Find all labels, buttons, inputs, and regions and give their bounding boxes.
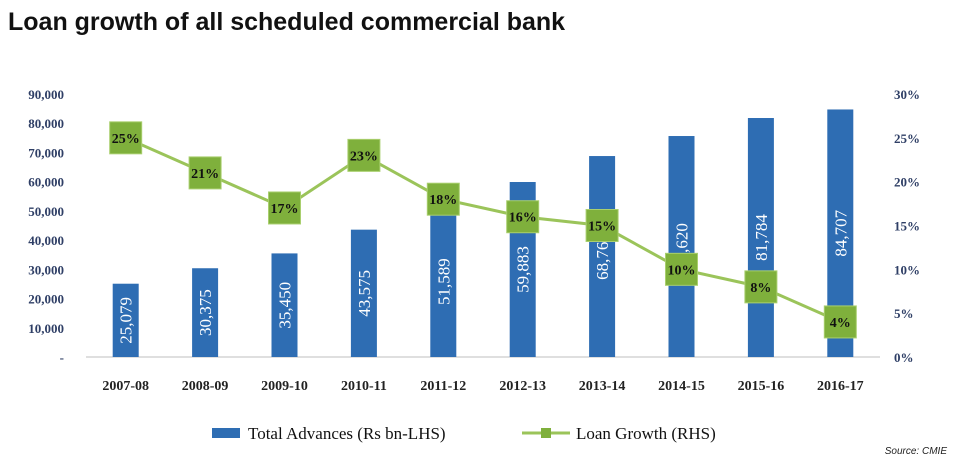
source-note: Source: CMIE <box>884 446 947 457</box>
line-point-marker <box>347 138 381 172</box>
loan-growth-line <box>125 136 841 324</box>
x-tick-label: 2011-12 <box>420 379 466 394</box>
right-tick-label: 0% <box>894 350 914 365</box>
x-tick-label: 2013-14 <box>579 379 626 394</box>
x-tick-label: 2009-10 <box>261 379 308 394</box>
bar-data-label: 59,883 <box>514 246 533 293</box>
bar-data-label: 30,375 <box>196 289 215 336</box>
bar-data-labels: 25,079 30,375 35,450 43,575 51,589 59,883 68,7… <box>117 209 851 343</box>
bar <box>668 136 695 357</box>
line-point-marker <box>506 200 540 234</box>
bar <box>271 253 298 357</box>
left-tick-label: 80,000 <box>28 116 64 131</box>
left-tick-label: 60,000 <box>28 175 64 190</box>
line-point-marker <box>188 156 222 190</box>
bar-data-label: 81,784 <box>752 214 771 261</box>
right-tick-label: 25% <box>894 131 920 146</box>
left-tick-label: 40,000 <box>28 233 64 248</box>
left-tick-label: 90,000 <box>28 87 64 102</box>
line-markers: 25% 21% 17% 23% 18% 16% 15% 10% 8% 4% <box>109 121 857 339</box>
right-tick-label: 5% <box>894 306 914 321</box>
line-point-label: 4% <box>830 316 851 331</box>
line-point-marker <box>268 191 301 225</box>
x-axis-ticks: 2007-08 2008-09 2009-10 2010-11 2011-12 2012-… <box>102 379 863 394</box>
legend-bar-swatch <box>212 428 240 438</box>
right-tick-label: 15% <box>894 219 920 234</box>
bar <box>350 229 377 357</box>
line-point-marker <box>585 209 619 242</box>
line-point-marker <box>109 121 143 155</box>
line-point-label: 23% <box>350 149 378 164</box>
legend-line-marker <box>541 428 551 438</box>
bar-data-label: 68,768 <box>593 233 612 280</box>
bar-data-label: 35,450 <box>276 282 295 329</box>
bar-series <box>112 109 854 358</box>
line-point-label: 8% <box>750 281 771 296</box>
line-point-label: 16% <box>509 211 537 226</box>
line-point-marker <box>823 305 857 339</box>
x-tick-label: 2016-17 <box>817 379 864 394</box>
x-tick-label: 2012-13 <box>499 379 546 394</box>
right-tick-label: 10% <box>894 262 920 277</box>
x-tick-label: 2015-16 <box>738 379 785 394</box>
legend-bar-label: Total Advances (Rs bn-LHS) <box>248 424 446 443</box>
bar-data-label: 43,575 <box>355 270 374 317</box>
right-axis-ticks: 0% 5% 10% 15% 20% 25% 30% <box>894 87 920 365</box>
bar <box>192 268 219 357</box>
legend: Total Advances (Rs bn-LHS) Loan Growth (… <box>212 424 716 443</box>
chart-title: Loan growth of all scheduled commercial … <box>8 8 566 36</box>
bar <box>589 156 616 357</box>
legend-line-label: Loan Growth (RHS) <box>576 424 716 443</box>
line-point-label: 17% <box>271 202 299 217</box>
left-tick-label: - <box>60 350 64 365</box>
left-axis-ticks: - 10,000 20,000 30,000 40,000 50,000 60,000 70,… <box>28 87 64 365</box>
bar-data-label: 25,079 <box>117 297 136 344</box>
line-point-marker <box>744 270 778 304</box>
line-point-label: 21% <box>191 167 219 182</box>
x-tick-label: 2014-15 <box>658 379 705 394</box>
right-tick-label: 20% <box>894 175 920 190</box>
left-tick-label: 30,000 <box>28 262 64 277</box>
line-point-label: 25% <box>112 132 140 147</box>
line-point-marker <box>665 252 698 286</box>
left-tick-label: 70,000 <box>28 145 64 160</box>
line-point-label: 15% <box>588 220 616 235</box>
x-tick-label: 2008-09 <box>182 379 229 394</box>
left-tick-label: 10,000 <box>28 321 64 336</box>
bar <box>747 118 774 358</box>
bar <box>430 206 457 357</box>
line-point-marker <box>426 182 460 216</box>
x-tick-label: 2007-08 <box>102 379 149 394</box>
x-tick-label: 2010-11 <box>341 379 387 394</box>
left-tick-label: 50,000 <box>28 204 64 219</box>
bar <box>112 283 139 357</box>
bar-data-label: 84,707 <box>831 209 850 256</box>
line-point-label: 18% <box>429 193 457 208</box>
right-tick-label: 30% <box>894 87 920 102</box>
bar-data-label: 51,589 <box>434 258 453 305</box>
line-point-label: 10% <box>668 263 696 278</box>
left-tick-label: 20,000 <box>28 292 64 307</box>
